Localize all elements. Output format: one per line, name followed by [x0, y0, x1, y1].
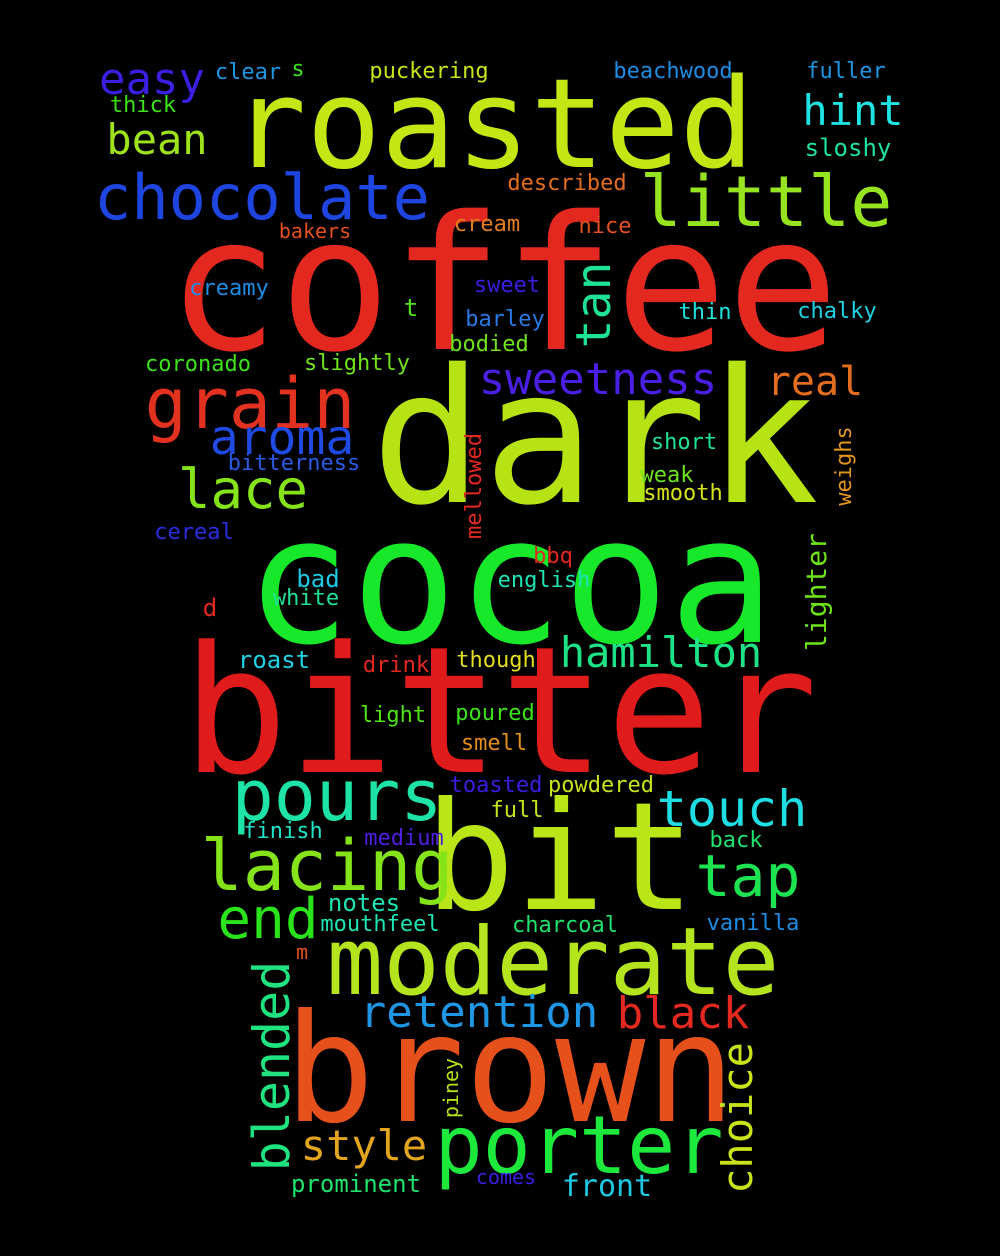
word-grain: grain — [144, 363, 356, 445]
word-short: short — [650, 430, 718, 455]
word-creamy: creamy — [189, 276, 269, 301]
word-dark: dark — [371, 329, 819, 546]
word-beachwood: beachwood — [613, 59, 733, 84]
word-lacing: lacing — [200, 825, 454, 907]
word-sweet: sweet — [473, 273, 541, 298]
word-bodied: bodied — [449, 332, 529, 357]
word-light: light — [359, 703, 427, 728]
word-roast: roast — [237, 646, 311, 674]
word-back: back — [709, 828, 763, 853]
word-weak: weak — [640, 463, 694, 488]
word-slightly: slightly — [304, 351, 410, 376]
word-tap: tap — [695, 842, 801, 910]
word-notes: notes — [327, 889, 401, 917]
word-thin: thin — [678, 300, 732, 325]
word-english: english — [497, 568, 591, 593]
word-weighs: weighs — [832, 426, 857, 506]
word-puckering: puckering — [369, 59, 489, 84]
word-moderate: moderate — [326, 908, 780, 1017]
word-touch: touch — [656, 780, 808, 838]
word-full: full — [490, 798, 544, 823]
word-easy: easy — [99, 54, 205, 105]
word-d: d — [202, 594, 218, 622]
word-lace: lace — [177, 458, 309, 521]
word-hamilton: hamilton — [559, 628, 763, 677]
word-coffee: coffee — [167, 176, 839, 393]
word-m: m — [295, 940, 309, 964]
word-vanilla: vanilla — [706, 911, 800, 936]
word-mouthfeel: mouthfeel — [320, 912, 440, 937]
word-described: described — [507, 171, 627, 196]
word-bitterness: bitterness — [227, 451, 361, 476]
word-clear: clear — [214, 60, 282, 85]
word-mellowed: mellowed — [462, 433, 487, 539]
word-smooth: smooth — [643, 481, 723, 506]
word-porter: porter — [434, 1099, 724, 1192]
word-front: front — [561, 1169, 653, 1204]
word-tan: tan — [566, 261, 622, 349]
word-retention: retention — [359, 987, 599, 1038]
word-choice: choice — [713, 1042, 762, 1194]
word-comes: comes — [475, 1165, 537, 1189]
word-hint: hint — [802, 86, 904, 135]
word-end: end — [217, 887, 319, 952]
word-chalky: chalky — [797, 299, 877, 324]
word-powdered: powdered — [548, 773, 654, 798]
word-little: little — [639, 161, 893, 243]
word-blended: blended — [243, 960, 301, 1172]
word-cream: cream — [453, 212, 521, 237]
word-medium: medium — [364, 826, 444, 851]
word-finish: finish — [243, 819, 323, 844]
word-s: s — [291, 57, 305, 82]
word-bean: bean — [106, 115, 208, 164]
word-barley: barley — [465, 307, 545, 332]
word-drink: drink — [362, 653, 430, 678]
word-smell: smell — [460, 731, 528, 756]
word-cereal: cereal — [154, 520, 234, 545]
word-cocoa: cocoa — [245, 479, 775, 684]
word-black: black — [616, 988, 750, 1039]
word-toasted: toasted — [449, 773, 543, 798]
word-thick: thick — [109, 93, 177, 118]
word-bakers: bakers — [278, 219, 352, 243]
word-aroma: aroma — [209, 410, 355, 466]
word-bad: bad — [296, 565, 340, 593]
word-style: style — [300, 1121, 428, 1170]
word-fuller: fuller — [806, 59, 886, 84]
word-sloshy: sloshy — [804, 134, 892, 162]
word-roasted: roasted — [231, 53, 755, 197]
word-white: white — [272, 586, 340, 611]
word-brown: brown — [284, 983, 736, 1157]
word-bit: bit — [424, 771, 696, 945]
word-real: real — [766, 359, 864, 405]
word-bitter: bitter — [182, 609, 818, 814]
word-bbq: bbq — [533, 544, 573, 569]
word-pours: pours — [231, 755, 443, 837]
word-piney: piney — [439, 1057, 463, 1119]
word-chocolate: chocolate — [94, 161, 430, 234]
word-coronado: coronado — [145, 352, 251, 377]
word-lighter: lighter — [800, 532, 833, 652]
word-poured: poured — [455, 701, 535, 726]
word-charcoal: charcoal — [512, 913, 618, 938]
word-t: t — [403, 294, 419, 322]
word-though: though — [456, 648, 536, 673]
word-sweetness: sweetness — [478, 354, 718, 405]
word-nice: nice — [578, 214, 632, 239]
word-prominent: prominent — [290, 1170, 422, 1198]
